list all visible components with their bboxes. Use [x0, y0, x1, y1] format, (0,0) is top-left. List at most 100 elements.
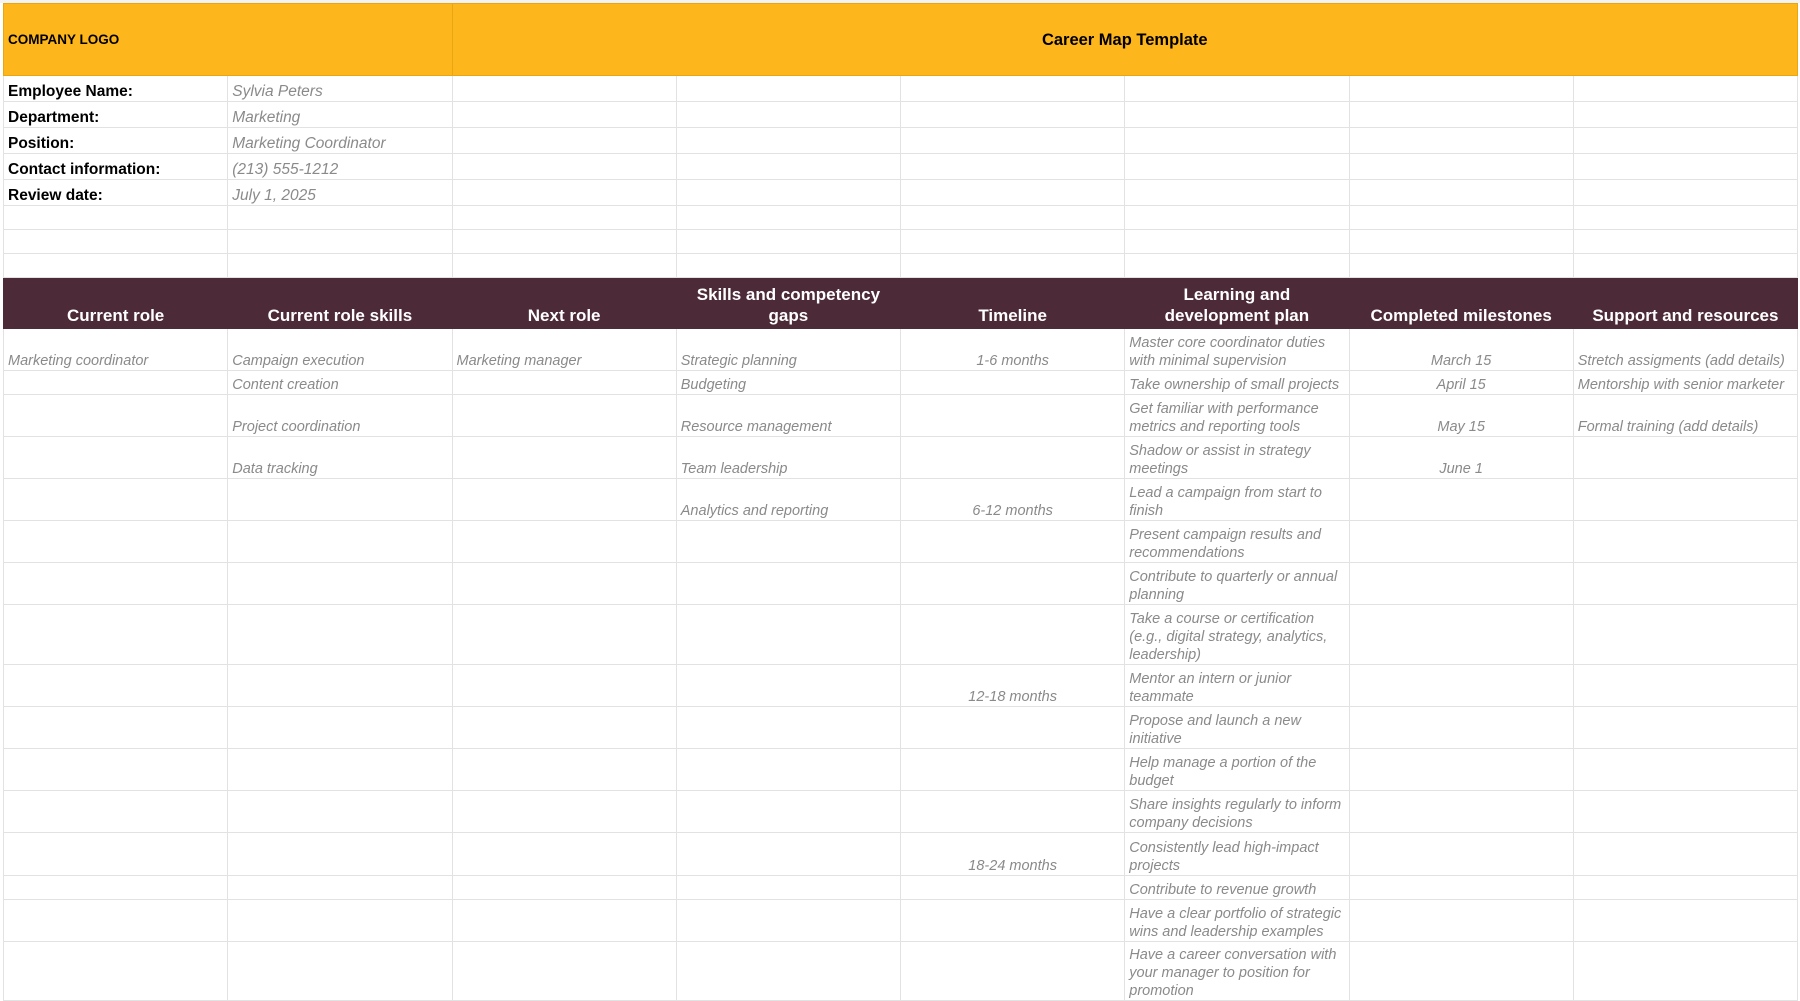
empty-cell[interactable]	[1348, 253, 1574, 278]
table-cell[interactable]: Share insights regularly to inform compa…	[1124, 790, 1350, 833]
table-cell[interactable]	[2, 394, 229, 437]
empty-cell[interactable]	[451, 75, 677, 102]
info-label[interactable]: Contact information:	[2, 153, 229, 180]
table-cell[interactable]	[1348, 899, 1574, 942]
table-cell[interactable]: Marketing manager	[451, 328, 677, 371]
table-cell[interactable]	[1572, 941, 1799, 1001]
empty-cell[interactable]	[675, 75, 902, 102]
column-header[interactable]: Current role skills	[227, 277, 453, 329]
table-cell[interactable]	[451, 899, 677, 942]
table-cell[interactable]	[1572, 664, 1799, 707]
table-cell[interactable]	[2, 875, 229, 900]
table-cell[interactable]	[2, 899, 229, 942]
table-cell[interactable]	[227, 899, 453, 942]
empty-cell[interactable]	[451, 229, 677, 254]
table-cell[interactable]	[900, 748, 1126, 791]
table-cell[interactable]	[1348, 875, 1574, 900]
empty-cell[interactable]	[1572, 205, 1799, 230]
table-cell[interactable]: 1-6 months	[900, 328, 1126, 371]
empty-cell[interactable]	[675, 101, 902, 128]
table-cell[interactable]	[1572, 790, 1799, 833]
column-header[interactable]: Skills and competency gaps	[675, 277, 902, 329]
empty-cell[interactable]	[1348, 101, 1574, 128]
table-cell[interactable]	[2, 790, 229, 833]
empty-cell[interactable]	[451, 205, 677, 230]
table-cell[interactable]	[227, 706, 453, 749]
table-cell[interactable]	[1572, 604, 1799, 665]
table-cell[interactable]	[900, 436, 1126, 479]
table-cell[interactable]	[1572, 436, 1799, 479]
table-cell[interactable]: Strategic planning	[675, 328, 902, 371]
table-cell[interactable]	[451, 875, 677, 900]
empty-cell[interactable]	[900, 101, 1126, 128]
table-cell[interactable]	[2, 478, 229, 521]
empty-cell[interactable]	[900, 179, 1126, 206]
table-cell[interactable]	[675, 748, 902, 791]
table-cell[interactable]	[2, 520, 229, 563]
table-cell[interactable]: Project coordination	[227, 394, 453, 437]
empty-cell[interactable]	[1572, 253, 1799, 278]
table-cell[interactable]	[1572, 562, 1799, 605]
column-header[interactable]: Learning and development plan	[1124, 277, 1350, 329]
table-cell[interactable]	[900, 370, 1126, 395]
column-header[interactable]: Completed milestones	[1348, 277, 1574, 329]
table-cell[interactable]	[900, 875, 1126, 900]
empty-cell[interactable]	[675, 205, 902, 230]
empty-cell[interactable]	[451, 179, 677, 206]
table-cell[interactable]: Marketing coordinator	[2, 328, 229, 371]
table-cell[interactable]	[1572, 748, 1799, 791]
table-cell[interactable]: Take ownership of small projects	[1124, 370, 1350, 395]
table-cell[interactable]: March 15	[1348, 328, 1574, 371]
empty-cell[interactable]	[1124, 229, 1350, 254]
empty-cell[interactable]	[227, 253, 453, 278]
info-label[interactable]: Department:	[2, 101, 229, 128]
table-cell[interactable]	[227, 478, 453, 521]
table-cell[interactable]	[451, 748, 677, 791]
table-cell[interactable]	[1348, 520, 1574, 563]
table-cell[interactable]	[2, 604, 229, 665]
column-header[interactable]: Next role	[451, 277, 677, 329]
table-cell[interactable]	[1348, 832, 1574, 876]
table-cell[interactable]	[227, 748, 453, 791]
empty-cell[interactable]	[1572, 153, 1799, 180]
empty-cell[interactable]	[451, 127, 677, 154]
table-cell[interactable]: June 1	[1348, 436, 1574, 479]
column-header[interactable]: Current role	[2, 277, 229, 329]
empty-cell[interactable]	[1348, 153, 1574, 180]
table-cell[interactable]	[451, 394, 677, 437]
table-cell[interactable]	[451, 832, 677, 876]
empty-cell[interactable]	[1124, 205, 1350, 230]
table-cell[interactable]	[227, 664, 453, 707]
empty-cell[interactable]	[1572, 229, 1799, 254]
table-cell[interactable]: Get familiar with performance metrics an…	[1124, 394, 1350, 437]
table-cell[interactable]	[1348, 790, 1574, 833]
table-cell[interactable]	[2, 370, 229, 395]
empty-cell[interactable]	[451, 253, 677, 278]
empty-cell[interactable]	[1572, 75, 1799, 102]
empty-cell[interactable]	[1124, 153, 1350, 180]
info-label[interactable]: Position:	[2, 127, 229, 154]
table-cell[interactable]: Have a clear portfolio of strategic wins…	[1124, 899, 1350, 942]
empty-cell[interactable]	[1124, 127, 1350, 154]
empty-cell[interactable]	[675, 253, 902, 278]
table-cell[interactable]: Resource management	[675, 394, 902, 437]
table-cell[interactable]: Contribute to quarterly or annual planni…	[1124, 562, 1350, 605]
table-cell[interactable]	[1572, 875, 1799, 900]
table-cell[interactable]	[451, 941, 677, 1001]
empty-cell[interactable]	[900, 75, 1126, 102]
table-cell[interactable]	[675, 664, 902, 707]
info-label[interactable]: Review date:	[2, 179, 229, 206]
empty-cell[interactable]	[900, 205, 1126, 230]
company-logo[interactable]: COMPANY LOGO	[3, 3, 453, 76]
table-cell[interactable]	[451, 664, 677, 707]
table-cell[interactable]	[451, 370, 677, 395]
table-cell[interactable]	[227, 604, 453, 665]
info-value[interactable]: (213) 555-1212	[227, 153, 453, 180]
empty-cell[interactable]	[1572, 101, 1799, 128]
table-cell[interactable]: Analytics and reporting	[675, 478, 902, 521]
table-cell[interactable]	[1572, 478, 1799, 521]
table-cell[interactable]	[2, 436, 229, 479]
table-cell[interactable]	[675, 832, 902, 876]
empty-cell[interactable]	[675, 229, 902, 254]
table-cell[interactable]	[2, 562, 229, 605]
